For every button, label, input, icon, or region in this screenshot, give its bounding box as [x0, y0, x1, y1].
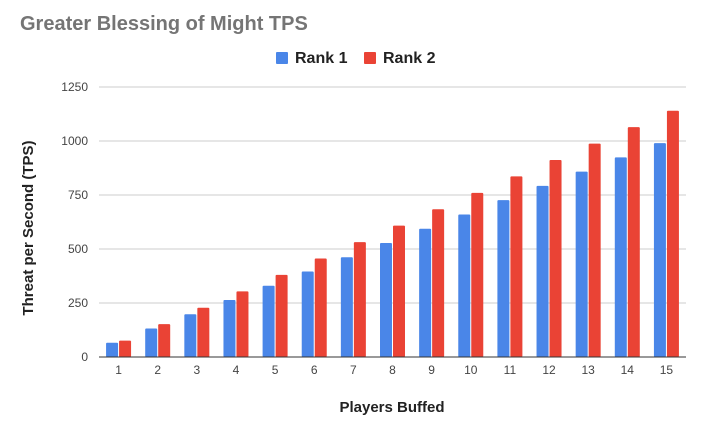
bar-rank-2-13 [588, 143, 601, 357]
bar-rank-1-7 [340, 257, 353, 357]
bar-rank-2-10 [471, 192, 484, 357]
bar-rank-1-13 [575, 171, 588, 357]
bars [106, 110, 679, 358]
y-tick-label: 0 [81, 350, 88, 364]
x-tick-label: 5 [272, 363, 279, 377]
x-tick-label: 8 [389, 363, 396, 377]
x-tick-label: 9 [428, 363, 435, 377]
x-tick-label: 1 [115, 363, 122, 377]
x-tick-label: 11 [504, 363, 517, 377]
bar-rank-1-15 [653, 143, 666, 357]
y-tick-label: 1000 [61, 134, 88, 148]
bar-rank-1-1 [106, 342, 119, 357]
legend-swatch-rank-1 [276, 52, 288, 64]
chart-title: Greater Blessing of Might TPS [20, 13, 308, 35]
bar-rank-1-12 [536, 185, 549, 357]
bar-rank-2-8 [393, 225, 405, 357]
legend-label-rank-1: Rank 1 [295, 50, 348, 67]
bar-rank-1-4 [223, 299, 236, 357]
x-axis-label: Players Buffed [339, 399, 444, 416]
bar-rank-1-11 [497, 200, 510, 357]
y-tick-label: 500 [68, 242, 88, 256]
x-axis-ticks: 1 2 3 4 5 6 7 8 9 10 11 12 13 14 15 [115, 363, 673, 377]
bar-rank-1-3 [184, 314, 197, 357]
x-tick-label: 3 [193, 363, 200, 377]
x-tick-label: 7 [350, 363, 357, 377]
bar-rank-1-8 [380, 242, 392, 357]
bar-rank-1-6 [301, 271, 314, 357]
y-tick-label: 250 [68, 296, 88, 310]
gridlines [99, 86, 686, 304]
bar-rank-2-2 [158, 324, 171, 357]
x-tick-label: 4 [233, 363, 240, 377]
x-tick-label: 12 [542, 363, 556, 377]
legend-swatch-rank-2 [364, 52, 376, 64]
bar-rank-2-12 [549, 160, 562, 357]
bar-rank-2-1 [119, 340, 132, 357]
y-axis-label: Threat per Second (TPS) [20, 140, 37, 315]
bar-rank-2-7 [353, 242, 366, 357]
bar-rank-2-3 [197, 307, 210, 357]
y-tick-label: 750 [68, 188, 88, 202]
bar-rank-2-11 [510, 176, 523, 357]
y-axis-ticks: 0 250 500 750 1000 1250 [61, 80, 88, 364]
legend-label-rank-2: Rank 2 [383, 50, 436, 67]
bar-rank-1-10 [458, 214, 471, 357]
x-tick-label: 6 [311, 363, 318, 377]
bar-rank-1-5 [262, 285, 275, 357]
bar-rank-1-9 [419, 228, 432, 357]
legend: Rank 1 Rank 2 [276, 50, 436, 67]
bar-rank-2-9 [432, 209, 445, 357]
x-tick-label: 2 [154, 363, 161, 377]
bar-rank-1-2 [145, 328, 158, 357]
bar-rank-2-15 [666, 110, 679, 357]
x-tick-label: 14 [621, 363, 635, 377]
y-tick-label: 1250 [61, 80, 88, 94]
bar-rank-2-14 [627, 127, 640, 358]
x-tick-label: 15 [660, 363, 674, 377]
bar-rank-1-14 [614, 157, 627, 357]
bar-rank-2-4 [236, 291, 249, 357]
bar-rank-2-6 [314, 258, 327, 357]
x-tick-label: 10 [464, 363, 478, 377]
x-tick-label: 13 [581, 363, 595, 377]
bar-rank-2-5 [275, 274, 288, 357]
